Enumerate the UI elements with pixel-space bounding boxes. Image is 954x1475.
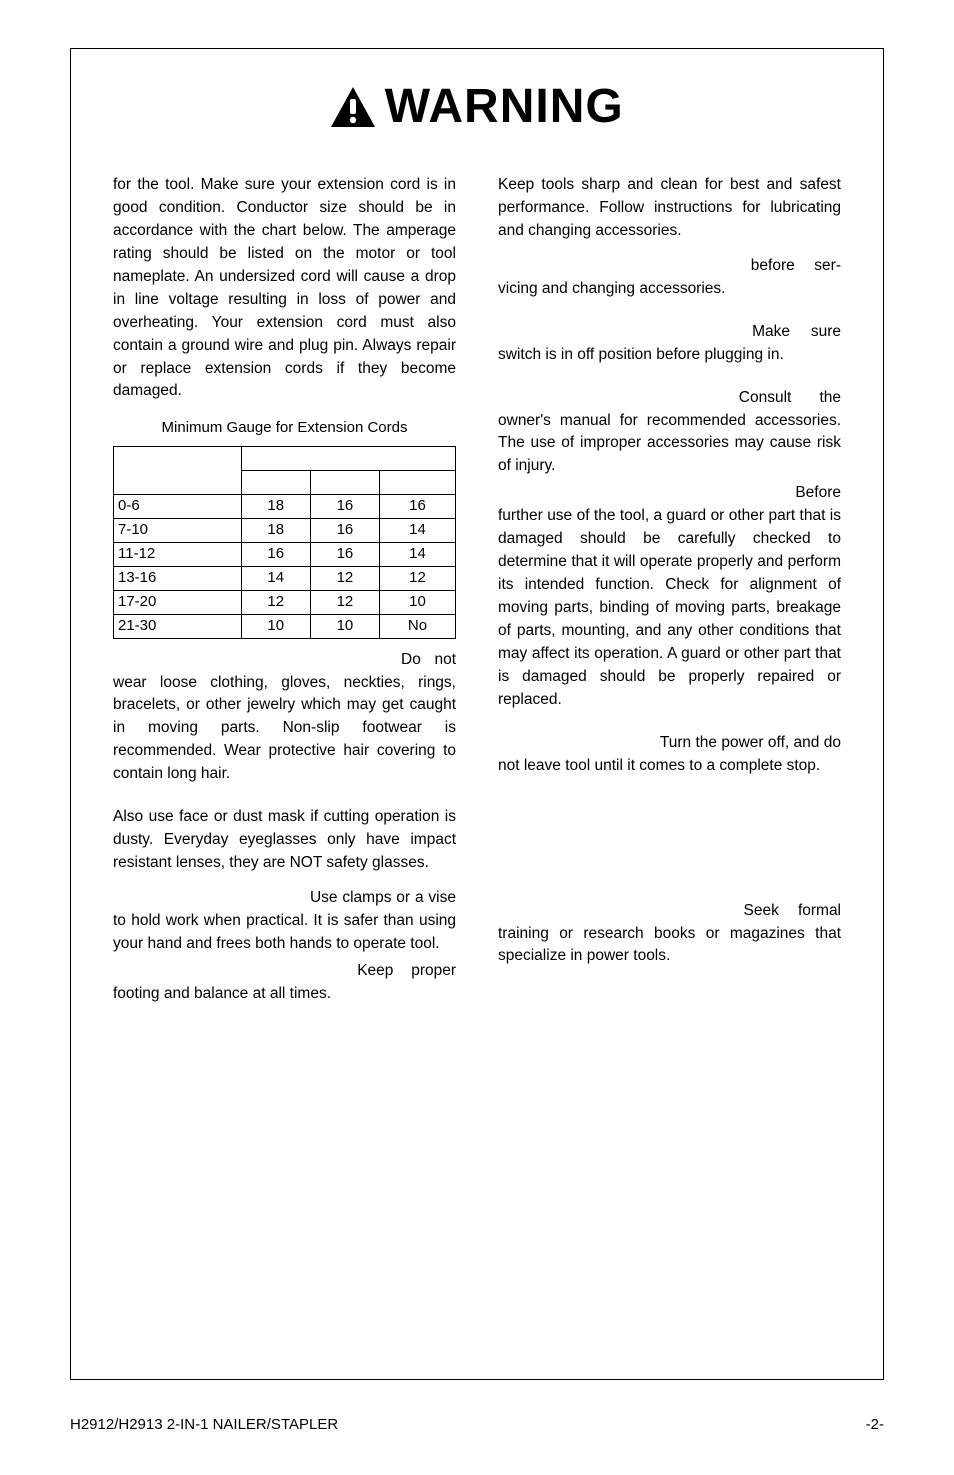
right-p5: Before further use of the tool, a guard … [498,482,841,711]
table-header-row-1 [114,446,456,470]
cell-amp: 17-20 [114,590,242,614]
right-p5-body: further use of the tool, a guard or othe… [498,507,841,708]
cell: 10 [310,614,379,638]
right-p4: Consult the owner's manual for recommend… [498,387,841,479]
table-subhead-3 [380,470,456,494]
left-p2: Do not wear loose clothing, gloves, neck… [113,649,456,787]
cell: 10 [380,590,456,614]
cell-amp: 11-12 [114,542,242,566]
warning-triangle-icon [330,86,376,128]
cell: 12 [310,590,379,614]
table-row: 7-10 18 16 14 [114,518,456,542]
right-p3: Make sure switch is in off position befo… [498,321,841,367]
table-row: 0-6 18 16 16 [114,494,456,518]
gauge-table: 0-6 18 16 16 7-10 18 16 14 11-12 16 16 1… [113,446,456,639]
right-p4-body: owner's manual for recommended accessori… [498,412,841,475]
cell: 18 [241,518,310,542]
left-p5: Keep proper footing and balance at all t… [113,960,456,1006]
left-p4-lead: Use clamps or a [310,889,424,906]
cell: 18 [241,494,310,518]
cell: No [380,614,456,638]
right-p3-body: switch is in off position before pluggin… [498,346,784,363]
left-p5-lead: Keep proper [357,962,456,979]
right-p7-body: training or research books or magazines … [498,925,841,965]
right-p5-lead: Before [795,484,841,501]
table-row: 17-20 12 12 10 [114,590,456,614]
table-caption: Minimum Gauge for Extension Cords [113,417,456,439]
cell: 16 [310,542,379,566]
cell: 14 [380,518,456,542]
right-column: Keep tools sharp and clean for best and … [498,174,841,1006]
right-p4-lead: Consult the [739,389,841,406]
left-p2-body: wear loose clothing, gloves, neckties, r… [113,674,456,783]
cell: 14 [380,542,456,566]
table-header-blank [114,446,242,494]
cell: 14 [241,566,310,590]
cell: 12 [310,566,379,590]
right-p2-lead: before ser- [751,257,841,274]
page-footer: H2912/H2913 2-IN-1 NAILER/STAPLER -2- [70,1416,884,1433]
warning-header: WARNING [113,79,841,134]
left-p2-lead: Do not [401,651,456,668]
right-p2: before ser- vicing and changing accessor… [498,255,841,301]
table-subhead-1 [241,470,310,494]
cell-amp: 7-10 [114,518,242,542]
body-columns: for the tool. Make sure your extension c… [113,174,841,1006]
left-p3: Also use face or dust mask if cutting op… [113,806,456,875]
right-p3-lead: Make sure [752,323,841,340]
footer-page-number: -2- [866,1416,884,1433]
left-p1: for the tool. Make sure your extension c… [113,174,456,403]
right-p7-lead: Seek formal [744,902,842,919]
cell: 16 [310,494,379,518]
left-column: for the tool. Make sure your extension c… [113,174,456,1006]
table-row: 11-12 16 16 14 [114,542,456,566]
right-p2-body: vicing and changing accessories. [498,280,725,297]
footer-product-name: H2912/H2913 2-IN-1 NAILER/STAPLER [70,1416,338,1433]
page-frame: WARNING for the tool. Make sure your ext… [70,48,884,1380]
table-row: 21-30 10 10 No [114,614,456,638]
cell: 10 [241,614,310,638]
cell-amp: 0-6 [114,494,242,518]
cell: 12 [380,566,456,590]
cell-amp: 13-16 [114,566,242,590]
cell: 16 [380,494,456,518]
table-header-span [241,446,455,470]
left-p5-body: footing and balance at all times. [113,985,331,1002]
warning-title: WARNING [385,79,624,134]
right-p6: Turn the power off, and do not leave too… [498,732,841,778]
cell: 16 [241,542,310,566]
left-p4: Use clamps or a vise to hold work when p… [113,887,456,956]
cell-amp: 21-30 [114,614,242,638]
right-p7: Seek formal training or research books o… [498,900,841,969]
table-row: 13-16 14 12 12 [114,566,456,590]
table-subhead-2 [310,470,379,494]
right-p1: Keep tools sharp and clean for best and … [498,174,841,243]
cell: 12 [241,590,310,614]
right-p6-lead: Turn the power off, [660,734,789,751]
cell: 16 [310,518,379,542]
